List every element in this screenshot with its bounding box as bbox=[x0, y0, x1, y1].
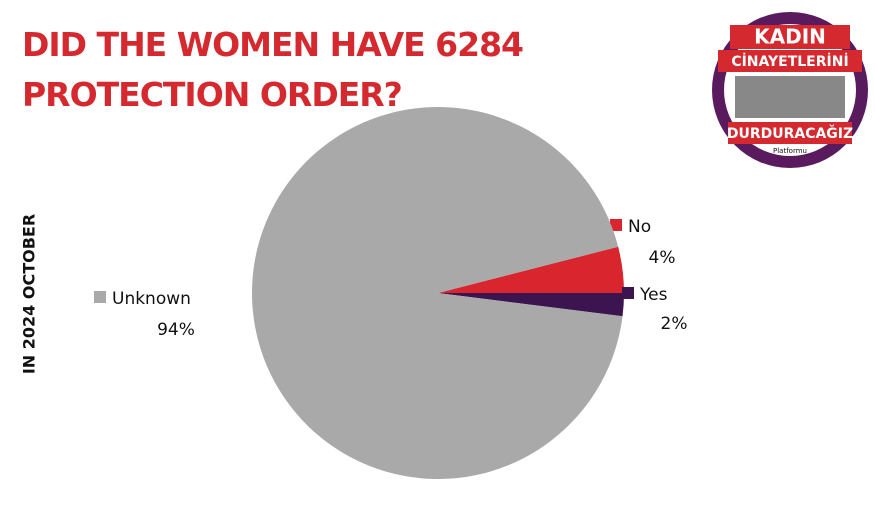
legend-swatch bbox=[610, 219, 622, 231]
logo-banner bbox=[718, 50, 862, 72]
legend-swatch bbox=[622, 287, 634, 299]
legend-label: Unknown bbox=[112, 289, 191, 309]
pie-slice bbox=[252, 106, 623, 479]
chart-title: DID THE WOMEN HAVE 6284 PROTECTION ORDER… bbox=[22, 25, 524, 114]
data-label: 2% bbox=[661, 314, 688, 334]
logo-text: Platformu bbox=[773, 147, 807, 155]
pie-slice bbox=[438, 293, 624, 317]
legend-label: No bbox=[628, 217, 651, 237]
legend-label: Yes bbox=[639, 285, 668, 305]
logo-banner bbox=[728, 122, 852, 144]
logo-text: CİNAYETLERİNİ bbox=[731, 53, 848, 70]
pie-slice bbox=[438, 246, 624, 293]
logo-text: DURDURACAĞIZ bbox=[727, 124, 853, 142]
logo-photos bbox=[735, 76, 845, 118]
logo-banner bbox=[730, 25, 850, 49]
legend-swatch bbox=[94, 291, 106, 303]
chart-subtitle: IN 2024 OCTOBER bbox=[20, 214, 39, 374]
data-label: 94% bbox=[157, 320, 195, 340]
logo-text: KADIN bbox=[754, 25, 826, 49]
data-label: 4% bbox=[649, 248, 676, 268]
logo: KADIN CİNAYETLERİNİ DURDURACAĞIZ Platfor… bbox=[712, 12, 868, 168]
